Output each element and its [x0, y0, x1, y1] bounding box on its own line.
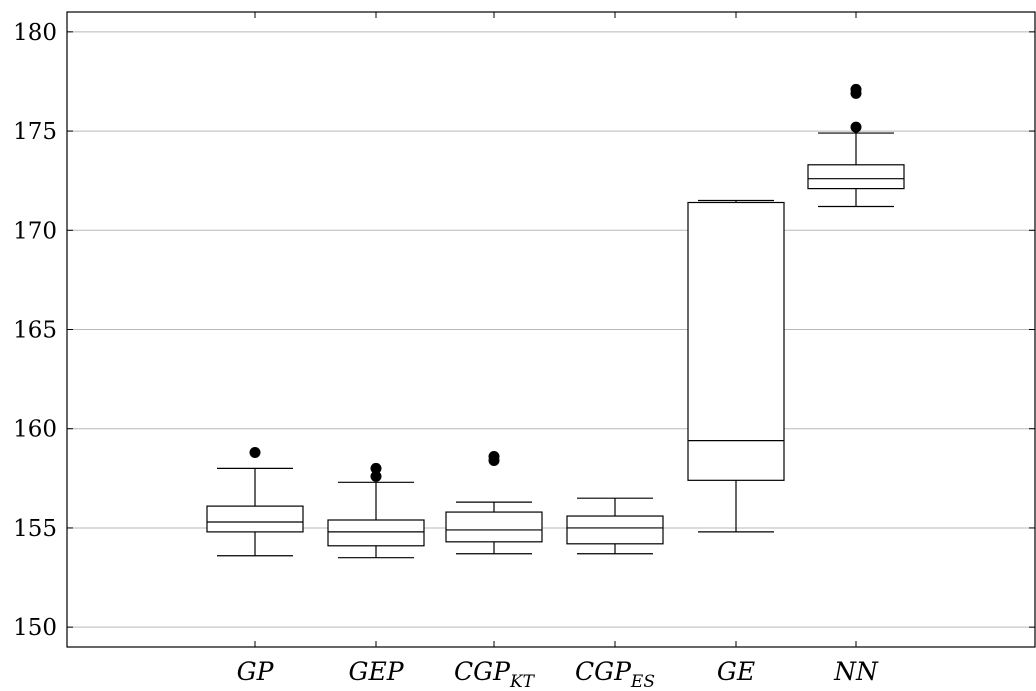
grid-lines	[67, 31, 1035, 628]
y-tick-label: 180	[13, 20, 57, 46]
box-body	[687, 201, 785, 481]
x-category-label: CGPKT	[454, 657, 536, 691]
y-tick-label: 160	[13, 417, 57, 443]
category-main-text: GP	[237, 657, 275, 686]
box-1	[327, 462, 425, 559]
box-body	[327, 519, 425, 547]
x-category-label: GP	[237, 657, 275, 686]
outlier-point	[488, 451, 500, 462]
y-tick-label: 170	[13, 218, 57, 244]
x-category-label: NN	[833, 657, 879, 686]
plot-frame	[66, 11, 1036, 648]
box-5	[807, 83, 905, 208]
outlier-point	[249, 447, 261, 459]
x-category-label: GE	[717, 657, 755, 686]
category-main-text: CGP	[454, 657, 511, 686]
box-4	[687, 199, 785, 533]
axes	[66, 11, 1036, 648]
box-body	[566, 515, 664, 545]
x-category-label: CGPES	[575, 657, 655, 691]
y-tick-label: 165	[13, 318, 57, 344]
category-main-text: GEP	[348, 657, 404, 686]
box-body	[445, 511, 543, 543]
category-main-text: CGP	[575, 657, 632, 686]
box-3	[566, 497, 664, 555]
category-subscript-text: KT	[509, 672, 536, 691]
outlier-point	[850, 121, 862, 133]
category-main-text: GE	[717, 657, 755, 686]
x-category-label: GEP	[348, 657, 404, 686]
boxes	[206, 83, 905, 559]
outlier-point	[850, 83, 862, 95]
outlier-point	[370, 462, 382, 474]
outlier-point	[370, 470, 382, 482]
box-body	[807, 164, 905, 190]
y-tick-label: 150	[13, 615, 57, 641]
category-main-text: NN	[833, 657, 879, 686]
y-tick-label: 175	[13, 119, 57, 145]
category-subscript-text: ES	[630, 672, 655, 691]
y-tick-label: 155	[13, 516, 57, 542]
box-0	[206, 447, 304, 557]
box-body	[206, 505, 304, 533]
box-2	[445, 451, 543, 555]
